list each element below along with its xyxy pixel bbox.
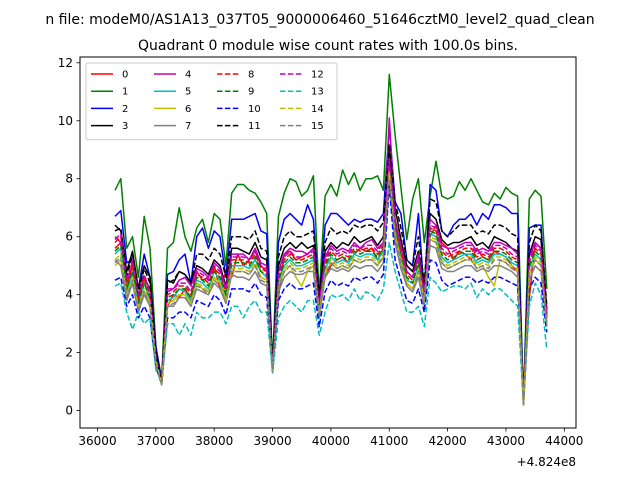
series-line-8 [114, 160, 548, 406]
x-offset-label: +4.824e8 [517, 455, 576, 469]
y-tick-label: 2 [65, 346, 73, 360]
legend-box [85, 62, 338, 141]
y-tick-label: 6 [65, 230, 73, 244]
x-tick-label: 39000 [253, 434, 291, 448]
x-tick-label: 38000 [195, 434, 233, 448]
legend-label-1: 1 [122, 87, 128, 98]
y-tick-label: 4 [65, 288, 73, 302]
figure-suptitle: n file: modeM0/AS1A13_037T05_9000006460_… [45, 12, 594, 28]
y-tick-label: 10 [58, 114, 73, 128]
y-tick-label: 8 [65, 172, 73, 186]
legend-label-3: 3 [122, 121, 128, 132]
chart-title: Quadrant 0 module wise count rates with … [138, 38, 518, 54]
x-tick-label: 44000 [545, 434, 583, 448]
y-axis: 0 2 4 6 8 10 12 [58, 56, 80, 418]
x-tick-label: 40000 [312, 434, 350, 448]
legend-label-12: 12 [311, 70, 324, 81]
legend-label-2: 2 [122, 104, 128, 115]
x-tick-label: 42000 [429, 434, 467, 448]
x-tick-label: 43000 [487, 434, 525, 448]
legend-label-9: 9 [248, 87, 254, 98]
legend-label-6: 6 [185, 104, 191, 115]
legend-label-8: 8 [248, 70, 254, 81]
legend-label-0: 0 [122, 70, 128, 81]
series-line-2 [114, 125, 548, 406]
x-tick-label: 37000 [137, 434, 175, 448]
legend-label-5: 5 [185, 87, 191, 98]
series-line-10 [114, 183, 548, 406]
legend-label-15: 15 [311, 121, 324, 132]
y-tick-label: 12 [58, 56, 73, 70]
y-tick-label: 0 [65, 404, 73, 418]
series-line-13 [114, 241, 548, 406]
legend-label-7: 7 [185, 121, 191, 132]
series-line-15 [114, 177, 548, 406]
legend-label-14: 14 [311, 104, 324, 115]
series-line-11 [114, 143, 548, 403]
series-line-9 [114, 163, 548, 406]
legend-label-13: 13 [311, 87, 324, 98]
x-axis: 36000 37000 38000 39000 40000 41000 42000 43000… [78, 428, 583, 448]
legend-label-4: 4 [185, 70, 191, 81]
series-line-4 [114, 117, 548, 406]
series-line-5 [114, 172, 548, 406]
series-line-12 [114, 157, 548, 406]
series-line-14 [114, 172, 548, 406]
series-line-1 [114, 73, 548, 403]
legend-label-11: 11 [248, 121, 261, 132]
series-lines [114, 73, 548, 406]
legend-label-10: 10 [248, 104, 261, 115]
x-tick-label: 41000 [370, 434, 408, 448]
plot-frame [79, 56, 577, 429]
x-tick-label: 36000 [78, 434, 116, 448]
